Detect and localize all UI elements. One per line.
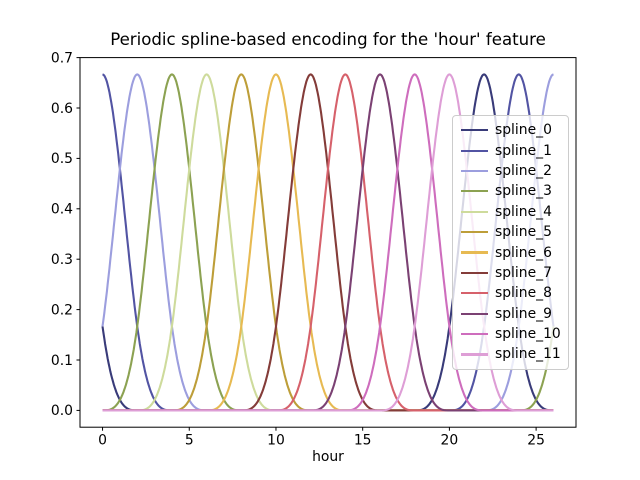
y-tick-label-7: 0.7 xyxy=(51,50,73,66)
legend-label-spline_2: spline_2 xyxy=(495,162,552,179)
legend-swatch-spline_7 xyxy=(461,271,488,274)
x-tick-label-1: 5 xyxy=(185,433,194,449)
legend-swatch-spline_8 xyxy=(461,292,488,295)
x-axis-label: hour xyxy=(312,449,344,465)
y-tick-label-4: 0.4 xyxy=(51,202,73,218)
legend-entry-spline_11: spline_11 xyxy=(453,344,568,364)
legend-swatch-spline_9 xyxy=(461,312,488,315)
legend-entry-spline_0: spline_0 xyxy=(453,120,568,140)
y-tick-label-3: 0.3 xyxy=(51,252,73,268)
legend-label-spline_3: spline_3 xyxy=(495,183,552,200)
y-tick-label-1: 0.1 xyxy=(51,353,73,369)
legend-swatch-spline_4 xyxy=(461,210,488,213)
legend-swatch-spline_0 xyxy=(461,129,488,132)
legend-swatch-spline_3 xyxy=(461,190,488,193)
legend-entry-spline_10: spline_10 xyxy=(453,324,568,344)
legend-label-spline_5: spline_5 xyxy=(495,224,552,241)
legend-label-spline_8: spline_8 xyxy=(495,285,552,302)
legend-entry-spline_7: spline_7 xyxy=(453,263,568,283)
axes-frame xyxy=(79,57,577,428)
x-tick-label-2: 10 xyxy=(267,433,285,449)
chart-title: Periodic spline-based encoding for the '… xyxy=(110,30,546,49)
legend-swatch-spline_10 xyxy=(461,333,488,336)
legend-box: spline_0 spline_1 spline_2 spline_3 spline_4… xyxy=(452,115,569,370)
legend-entry-spline_9: spline_9 xyxy=(453,304,568,324)
legend-entry-spline_1: spline_1 xyxy=(453,140,568,160)
x-tick-label-3: 15 xyxy=(354,433,372,449)
legend-label-spline_7: spline_7 xyxy=(495,264,552,281)
legend-swatch-spline_11 xyxy=(461,353,488,356)
legend-label-spline_6: spline_6 xyxy=(495,244,552,261)
legend-entry-spline_5: spline_5 xyxy=(453,222,568,242)
x-tick-label-4: 20 xyxy=(441,433,459,449)
legend-label-spline_11: spline_11 xyxy=(495,346,561,363)
legend-label-spline_9: spline_9 xyxy=(495,305,552,322)
legend-swatch-spline_1 xyxy=(461,149,488,152)
legend-label-spline_4: spline_4 xyxy=(495,203,552,220)
legend-label-spline_1: spline_1 xyxy=(495,142,552,159)
legend-entry-spline_4: spline_4 xyxy=(453,202,568,222)
legend-swatch-spline_2 xyxy=(461,169,488,173)
y-tick-label-2: 0.2 xyxy=(51,302,73,318)
y-tick-label-5: 0.5 xyxy=(51,151,73,167)
legend-label-spline_0: spline_0 xyxy=(495,122,552,139)
legend-entry-spline_3: spline_3 xyxy=(453,181,568,201)
x-tick-label-5: 25 xyxy=(527,433,545,449)
legend-entry-spline_8: spline_8 xyxy=(453,283,568,303)
x-tick-label-0: 0 xyxy=(98,433,107,449)
legend-entry-spline_6: spline_6 xyxy=(453,242,568,262)
legend-swatch-spline_5 xyxy=(461,231,488,234)
legend-label-spline_10: spline_10 xyxy=(495,326,561,343)
legend-swatch-spline_6 xyxy=(461,251,488,254)
y-tick-label-0: 0.0 xyxy=(51,403,73,419)
y-tick-label-6: 0.6 xyxy=(51,101,73,117)
legend-entry-spline_2: spline_2 xyxy=(453,161,568,181)
